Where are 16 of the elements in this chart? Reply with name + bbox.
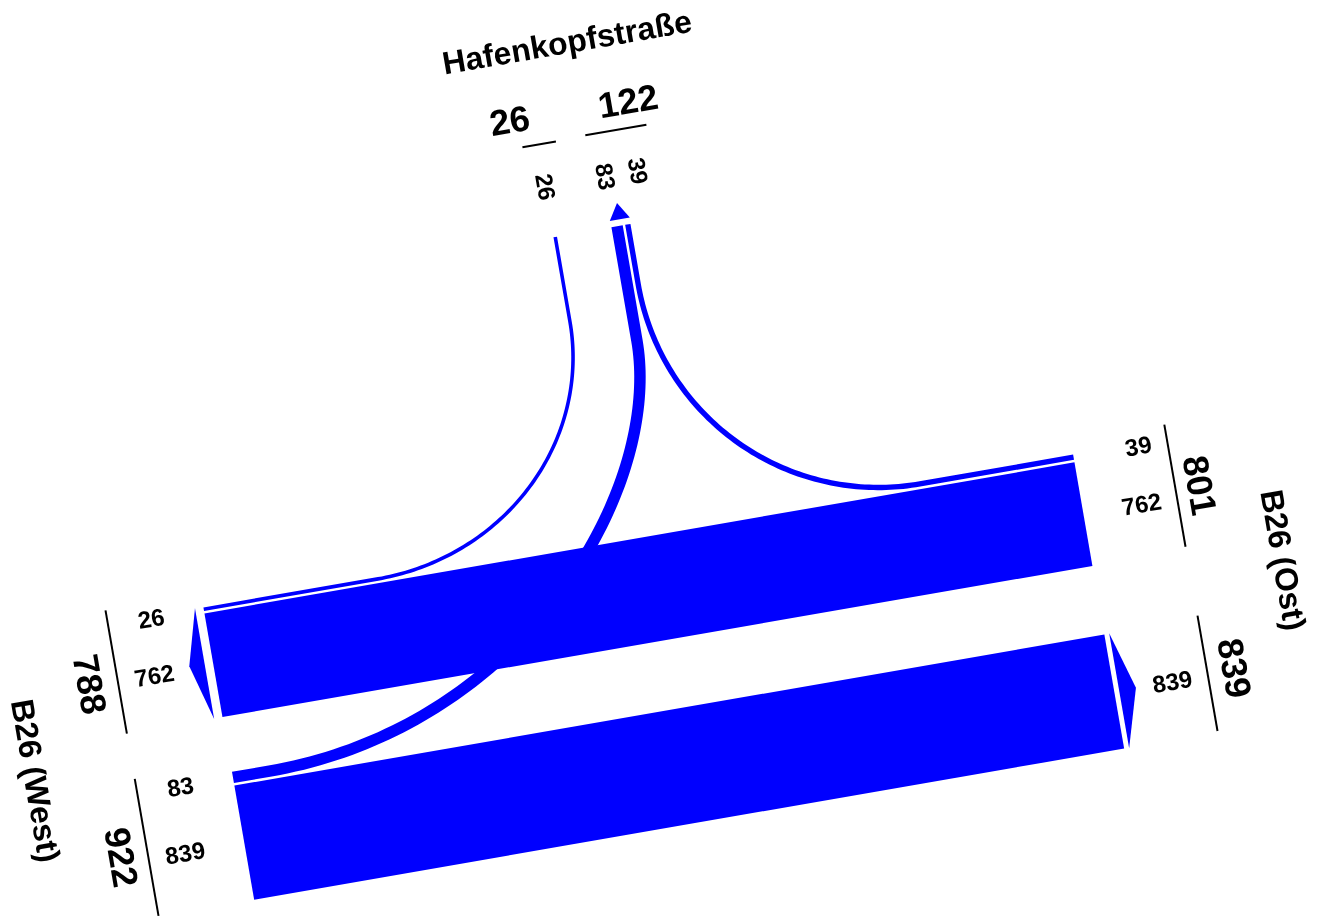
text: 122 [594, 75, 662, 127]
category-label: B26 (Ost) [1253, 487, 1314, 634]
data-label: 26 [135, 602, 167, 634]
text: 922 [96, 824, 147, 891]
text: 83 [164, 771, 196, 803]
text: 26 [529, 171, 562, 203]
data-label: 83 [590, 161, 622, 192]
data-label: 39 [622, 155, 654, 187]
data-label: 839 [1209, 635, 1260, 702]
text: 801 [1174, 452, 1226, 519]
text: 26 [486, 96, 533, 145]
text: 762 [1119, 487, 1164, 521]
data-label: 762 [132, 658, 177, 693]
text: 39 [1122, 430, 1154, 462]
text: 839 [1150, 664, 1195, 699]
text: 839 [163, 836, 208, 870]
